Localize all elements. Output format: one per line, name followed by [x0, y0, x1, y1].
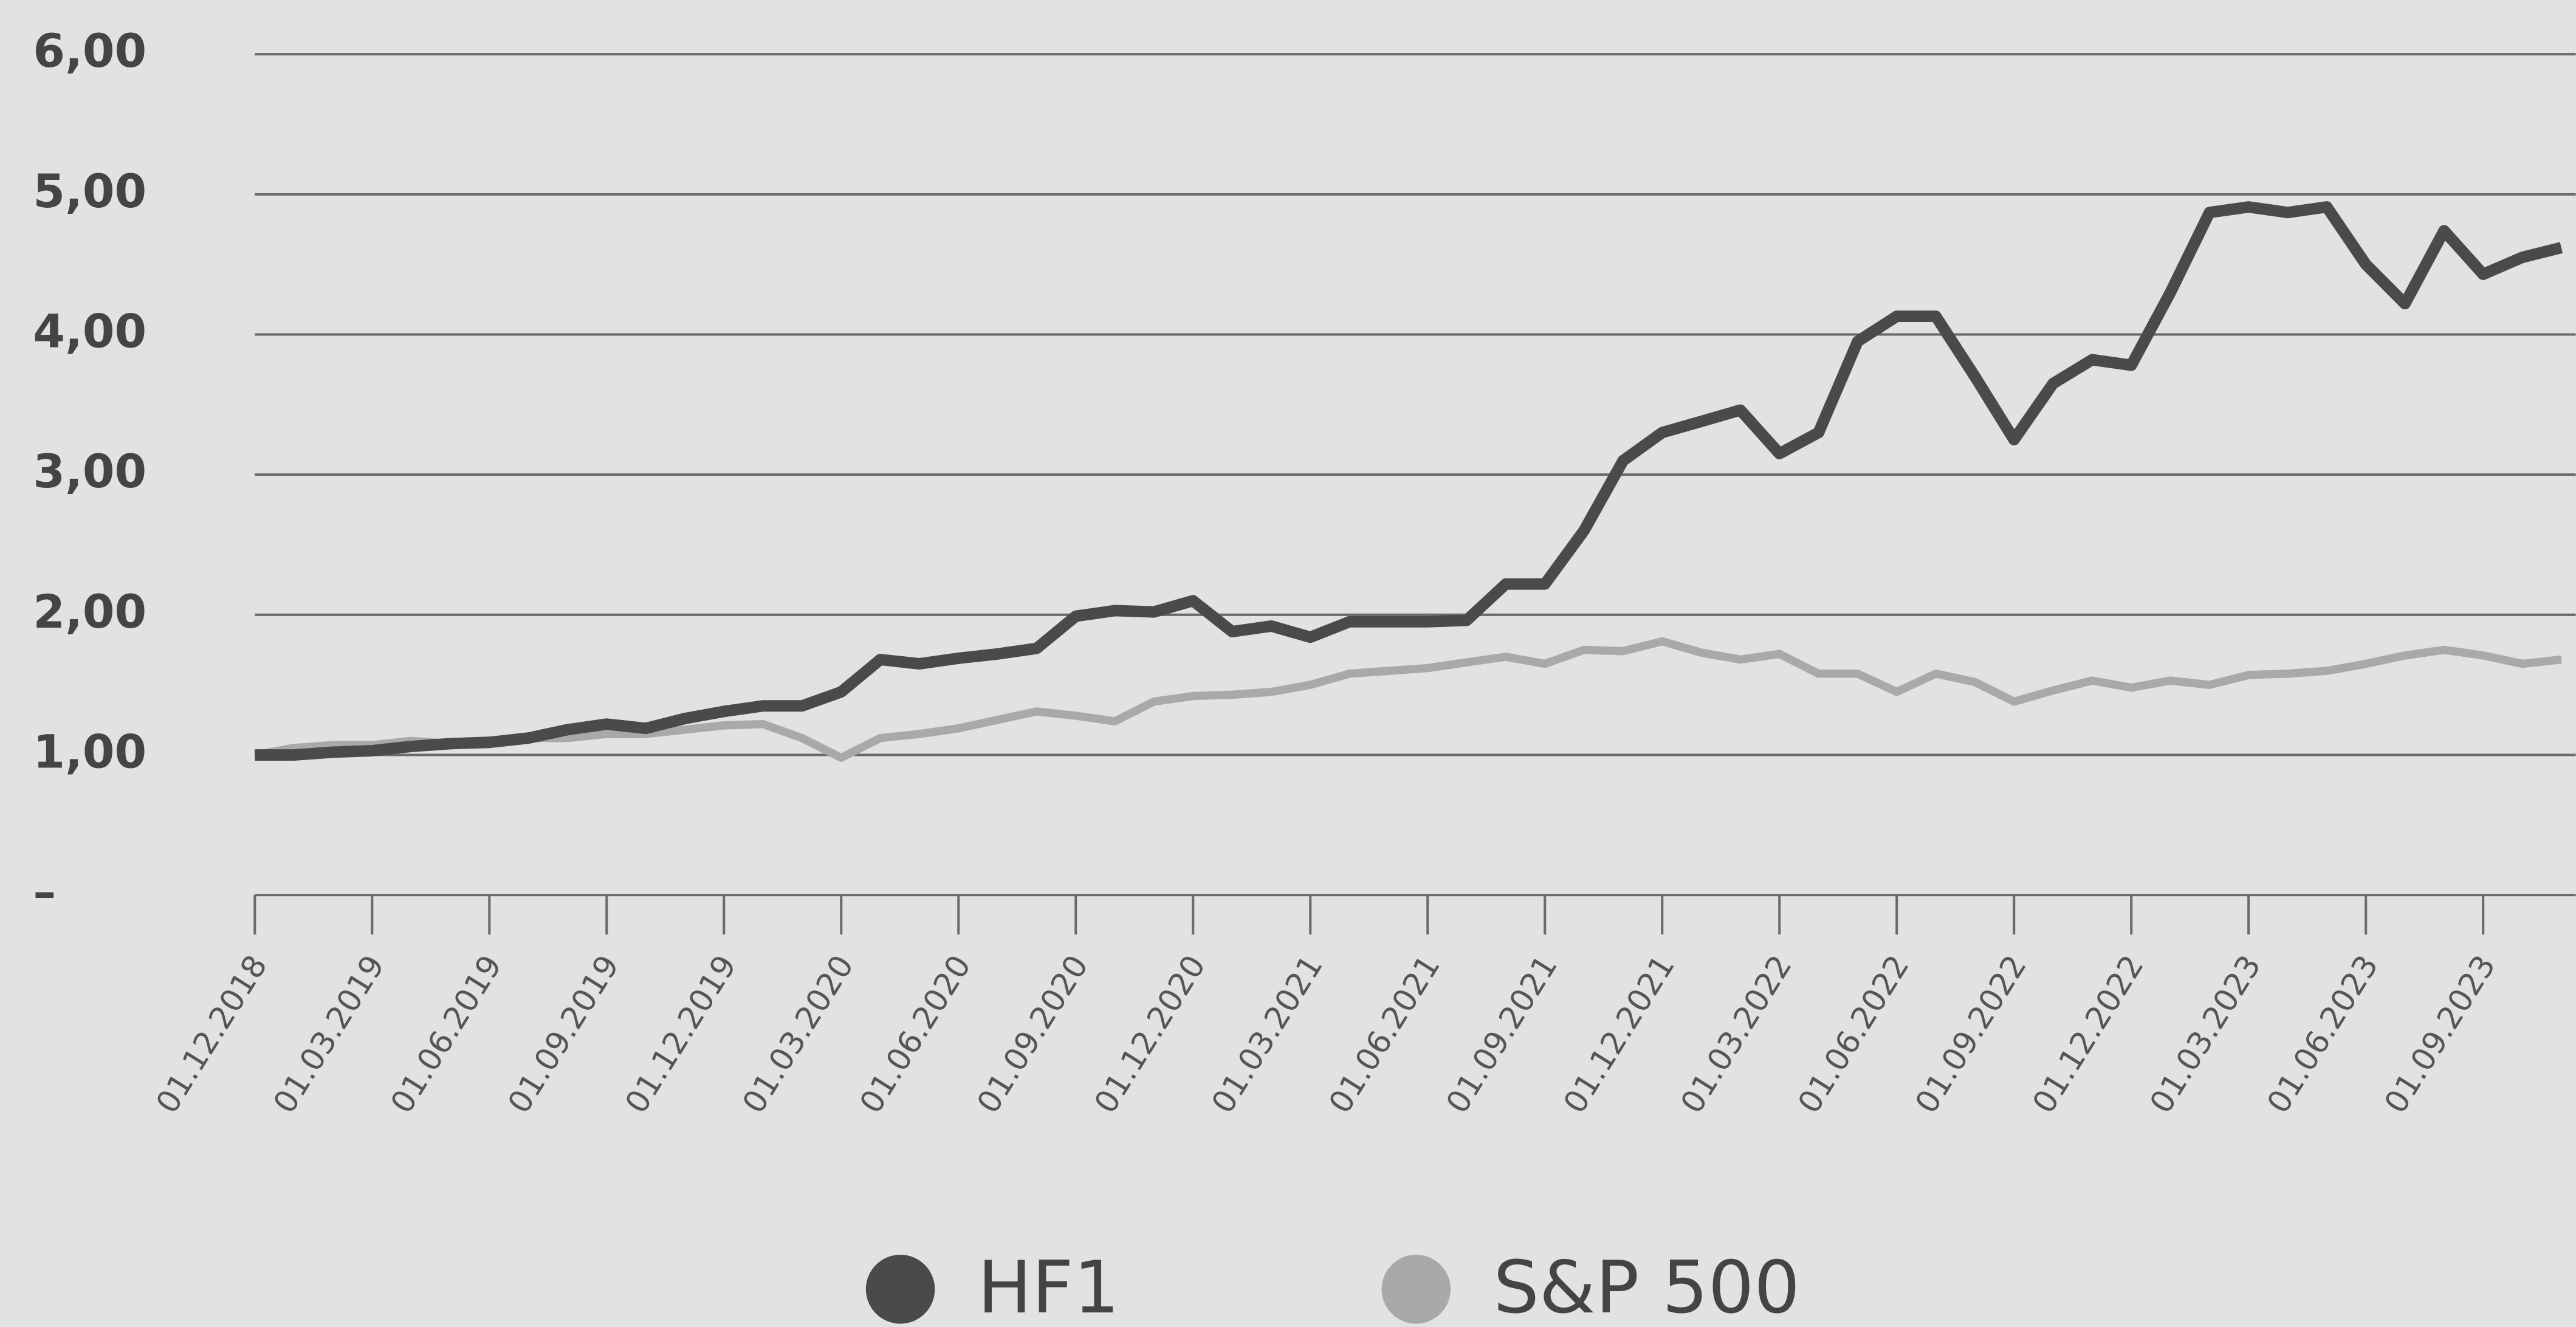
legend-label: S&P 500	[1493, 1246, 1800, 1327]
legend-swatch	[865, 1255, 935, 1324]
y-tick-label: 3,00	[33, 445, 146, 498]
line-series	[254, 637, 2562, 762]
y-tick-label: 6,00	[33, 24, 146, 78]
y-tick-label: 1,00	[33, 725, 146, 778]
y-tick-label: –	[33, 865, 56, 919]
y-tick-label: 2,00	[33, 585, 146, 639]
line-series	[255, 201, 2563, 761]
y-tick-label: 5,00	[33, 165, 146, 218]
y-tick-label: 4,00	[33, 305, 146, 358]
legend-label: HF1	[978, 1246, 1120, 1327]
legend-swatch	[1381, 1255, 1451, 1324]
